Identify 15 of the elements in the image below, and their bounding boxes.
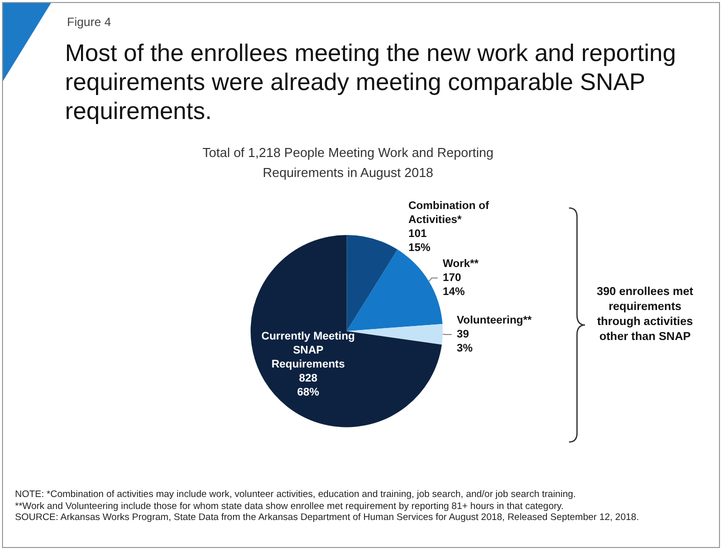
text: NOTE: *Combination of activities may include work, volunteer activities, education and training, job search, and/or job search training. — [15, 489, 577, 500]
slice-label: Currently Meeting SNAP Requirements — [261, 330, 355, 371]
data-label: 101 15% — [408, 228, 431, 254]
slice-label: Work** — [442, 258, 480, 270]
data-label: 39 3% — [456, 328, 473, 355]
slice-label: Combination of Activities* — [408, 200, 492, 226]
text: 390 enrollees met requirements through activities other than SNAP — [596, 285, 694, 345]
text: **Work and Volunteering include those for whom state data show enrollee met requirement by reporting 81+ hours in that category. — [15, 500, 565, 512]
data-label: 170 14% — [442, 272, 465, 298]
chart-title: Most of the enrollees meeting the new work and reporting requirements were already meeting comparable SNAP requirements. — [65, 39, 678, 126]
data-label: 828 68% — [297, 372, 320, 399]
caption: Figure 4 — [67, 15, 112, 29]
source-note: SOURCE: Arkansas Works Program, State Data from the Arkansas Department of Human Services for August 2018, Released September 12, 2018. — [15, 512, 640, 524]
slice-label: Volunteering** — [456, 314, 532, 327]
chart-subtitle: Total of 1,218 People Meeting Work and Reporting Requirements in August 2018 — [202, 144, 494, 182]
